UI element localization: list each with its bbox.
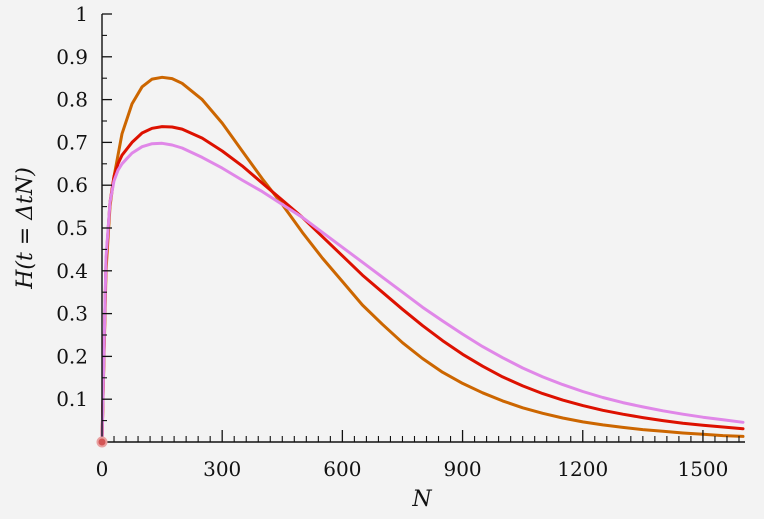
x-axis-title: N [411, 487, 432, 512]
x-tick-label: 300 [203, 457, 241, 481]
y-tick-label: 0.2 [56, 344, 88, 368]
plot-curves [100, 75, 745, 444]
y-axis-title: H(t = ΔtN) [13, 167, 38, 290]
y-tick-label: 0.7 [56, 130, 88, 154]
y-tick-label: 0.1 [56, 387, 88, 411]
axes: 0.1 0.2 0.3 0.4 0.5 0.6 0.7 0.8 0.9 1 0 300 600 900 12… [56, 2, 745, 481]
y-tick-label: 0.3 [56, 302, 88, 326]
series-line-3 [100, 141, 745, 444]
y-tick-label: 0.9 [56, 45, 88, 69]
y-tick-label: 0.5 [56, 216, 88, 240]
x-tick-label: 1500 [677, 457, 728, 481]
x-tick-label: 600 [323, 457, 361, 481]
x-tick-label: 900 [443, 457, 481, 481]
x-tick-label: 1200 [557, 457, 608, 481]
y-tick-label: 1 [75, 2, 88, 26]
y-tick-label: 0.6 [56, 173, 88, 197]
series-line-2 [100, 125, 745, 444]
y-tick-label: 0.8 [56, 88, 88, 112]
origin-marker [96, 436, 108, 448]
x-tick-label: 0 [96, 457, 109, 481]
y-tick-label: 0.4 [56, 259, 88, 283]
series-line-1 [100, 75, 745, 444]
